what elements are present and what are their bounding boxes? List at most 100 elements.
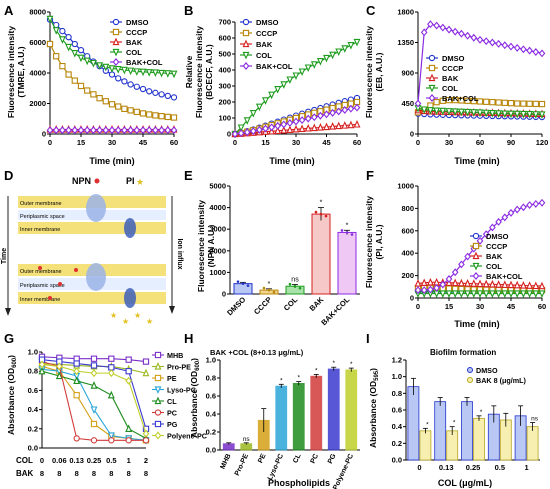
ylabel-H-end: ) (189, 358, 199, 361)
data-point (55, 371, 63, 380)
x-tick-label: 15 (77, 138, 85, 147)
data-point (170, 114, 178, 121)
panel-label-D: D (4, 168, 13, 183)
data-point (476, 98, 484, 105)
category-label: MHB (219, 453, 232, 470)
y-tick-label: 0.8 (392, 389, 402, 398)
legend-marker (112, 58, 120, 66)
pi-stars-cytoplasm: ★ ★ ★ ★ (110, 311, 153, 326)
data-point (71, 126, 79, 135)
bar (233, 283, 253, 295)
data-point (255, 103, 263, 112)
panel-label-E: E (184, 168, 193, 183)
data-point (464, 108, 472, 117)
ylabel-G-main: Absorbance (OD (6, 368, 16, 435)
data-point (520, 45, 527, 54)
y-tick-label: 1000 (397, 182, 414, 191)
y-tick-label: 4000 (29, 69, 46, 78)
data-point (495, 39, 502, 48)
legend-label: CL (167, 397, 177, 406)
data-dot (293, 284, 297, 288)
data-point (46, 40, 54, 48)
legend-label: BAK+COL (442, 94, 479, 103)
data-point (53, 53, 60, 60)
y-tick-label: 0.4 (392, 422, 403, 431)
ylabel-G-end: ) (6, 355, 16, 358)
data-dot (314, 210, 318, 214)
data-point (323, 122, 330, 131)
data-point (495, 290, 503, 298)
data-point (470, 290, 478, 298)
legend-label: DMSO (442, 54, 465, 63)
y-tick-label: 0.4 (206, 410, 217, 419)
legend-label: DMSO (486, 232, 509, 241)
data-point (65, 43, 73, 52)
data-point (488, 290, 496, 298)
data-dot (236, 280, 240, 283)
data-point (335, 121, 343, 130)
legend-marker (112, 37, 120, 46)
legend-label: BAK (442, 74, 459, 83)
y-tick-label: 0.2 (28, 424, 38, 433)
x-tick-label: 0.5 (495, 463, 505, 472)
bar (407, 386, 420, 461)
data-point (433, 21, 440, 30)
bar (446, 430, 459, 461)
legend-marker (428, 73, 436, 82)
legend-label: PG (167, 420, 178, 429)
bar (461, 401, 473, 461)
y-tick-label: 500 (218, 50, 231, 59)
data-point (501, 280, 509, 288)
data-point (514, 100, 521, 107)
legend-label: COL (126, 48, 142, 57)
data-point (133, 108, 140, 116)
data-point (142, 358, 150, 365)
significance-label: * (480, 409, 483, 416)
data-point (495, 217, 502, 226)
periplasm-label-2: Periplasmic space (20, 283, 65, 289)
data-point (526, 46, 533, 55)
data-point (532, 100, 539, 108)
data-point (414, 279, 422, 287)
y-tick-label: 0.8 (206, 374, 216, 383)
g-col-value: 0.13 (69, 456, 84, 465)
data-point (347, 42, 355, 50)
porin-bottom (86, 263, 106, 291)
x-tick-label: 0 (48, 138, 52, 147)
data-point (439, 23, 447, 32)
data-point (464, 252, 471, 261)
g-dose-table: COL BAK 0 0.06 0.13 0.25 0.5 1 2 8 8 8 8 8 8 8 (16, 456, 148, 478)
y-tick-label: 200 (218, 98, 231, 107)
significance-label: * (297, 375, 300, 382)
legend-marker (242, 62, 250, 70)
significance-label: * (453, 420, 456, 427)
data-point (90, 406, 98, 415)
data-point (102, 98, 109, 105)
ylabel-F: Fluorescence intensity (PI, A.U.) (364, 196, 384, 288)
data-point (476, 109, 484, 118)
data-point (108, 126, 116, 135)
data-point (286, 119, 294, 127)
y-tick-label: 1350 (397, 38, 414, 47)
data-point (114, 66, 122, 74)
y-tick-label: 1.0 (28, 348, 38, 357)
data-point (427, 285, 434, 294)
x-tick-label: 0.25 (466, 463, 481, 472)
time-arrowhead (5, 308, 11, 316)
data-point (73, 360, 80, 367)
npn-dot-1 (38, 266, 42, 270)
data-point (464, 31, 471, 40)
significance-label: * (346, 222, 349, 229)
y-tick-label: 450 (401, 99, 414, 108)
data-point (114, 126, 122, 135)
data-point (108, 369, 115, 378)
data-point (501, 213, 509, 222)
data-point (125, 376, 132, 385)
data-point (414, 99, 422, 108)
data-point (52, 27, 60, 35)
data-point (353, 103, 361, 112)
y-tick-label: 0.6 (392, 406, 402, 415)
x-tick-label: 90 (507, 138, 515, 147)
